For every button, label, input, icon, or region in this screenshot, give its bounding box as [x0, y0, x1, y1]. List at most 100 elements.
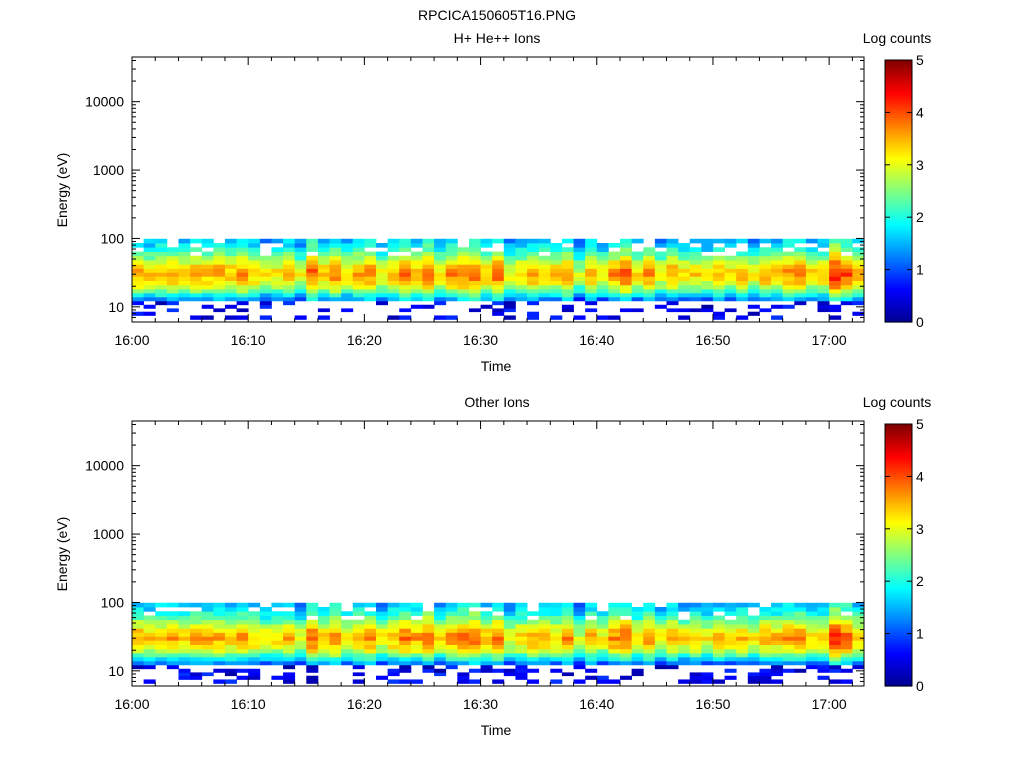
- heatmap-cell: [317, 315, 330, 320]
- heatmap-cell: [294, 640, 307, 645]
- heatmap-cell: [399, 272, 412, 277]
- heatmap-cell: [736, 656, 749, 662]
- heatmap-cell: [178, 289, 191, 294]
- heatmap-cell: [387, 660, 400, 666]
- heatmap-cell: [666, 276, 679, 281]
- heatmap-cell: [422, 664, 435, 670]
- heatmap-cell: [434, 602, 447, 608]
- heatmap-cell: [538, 264, 551, 269]
- colorbar-segment: [885, 86, 912, 89]
- heatmap-cell: [492, 238, 505, 244]
- heatmap-cell: [178, 628, 191, 633]
- colorbar-segment: [885, 164, 912, 168]
- heatmap-cell: [387, 615, 400, 621]
- heatmap-cell: [317, 242, 330, 248]
- heatmap-cell: [492, 644, 505, 650]
- heatmap-cell: [190, 289, 203, 294]
- colorbar-segment: [885, 644, 912, 648]
- colorbar-segment: [885, 182, 912, 186]
- heatmap-cell: [143, 606, 156, 612]
- colorbar-segment: [885, 561, 912, 565]
- heatmap-cell: [178, 264, 191, 269]
- heatmap-cell: [817, 606, 830, 612]
- heatmap-cell: [155, 640, 168, 645]
- colorbar-segment: [885, 258, 912, 262]
- heatmap-cell: [283, 611, 296, 616]
- heatmap-cell: [701, 264, 714, 269]
- heatmap-cell: [736, 264, 749, 269]
- heatmap-cell: [620, 644, 633, 650]
- heatmap-cell: [422, 292, 435, 298]
- heatmap-cell: [341, 268, 354, 273]
- colorbar-segment: [885, 145, 912, 148]
- colorbar-segment: [885, 570, 912, 574]
- heatmap-cell: [852, 602, 865, 608]
- heatmap-cell: [654, 304, 667, 309]
- heatmap-cell: [329, 611, 342, 616]
- heatmap-cell: [480, 624, 493, 629]
- colorbar-segment: [885, 221, 912, 225]
- heatmap-cell: [317, 644, 330, 650]
- heatmap-cell: [422, 247, 435, 252]
- heatmap-cell: [747, 255, 760, 261]
- heatmap-cell: [259, 284, 272, 290]
- heatmap-cell: [759, 640, 772, 645]
- heatmap-cell: [515, 644, 528, 650]
- colorbar-segment: [885, 239, 912, 242]
- heatmap-cell: [410, 679, 423, 684]
- heatmap-cell: [852, 255, 865, 261]
- heatmap-cell: [480, 632, 493, 637]
- colorbar-segment: [885, 557, 912, 560]
- heatmap-cell: [561, 602, 574, 608]
- heatmap-cell: [666, 284, 679, 290]
- heatmap-cell: [666, 611, 679, 616]
- heatmap-cell: [631, 624, 644, 629]
- heatmap-cell: [283, 247, 296, 252]
- heatmap-cell: [550, 640, 563, 645]
- heatmap-cell: [224, 304, 237, 309]
- heatmap-cell: [759, 268, 772, 273]
- heatmap-cell: [132, 636, 145, 641]
- heatmap-cell: [561, 308, 574, 313]
- heatmap-cell: [561, 292, 574, 298]
- heatmap-cell: [236, 644, 249, 650]
- heatmap-cell: [271, 653, 284, 658]
- heatmap-cell: [445, 636, 458, 641]
- heatmap-cell: [132, 268, 145, 273]
- colorbar-segment: [885, 520, 912, 523]
- heatmap-cell: [794, 668, 807, 673]
- heatmap-cell: [596, 675, 609, 680]
- heatmap-cell: [468, 644, 481, 650]
- heatmap-cell: [492, 668, 505, 673]
- heatmap-cell: [654, 260, 667, 265]
- colorbar-segment: [885, 129, 912, 133]
- heatmap-cell: [503, 304, 516, 309]
- heatmap-cell: [283, 660, 296, 666]
- heatmap-cell: [236, 300, 249, 306]
- heatmap-cell: [515, 284, 528, 290]
- heatmap-cell: [201, 619, 214, 625]
- heatmap-cell: [329, 640, 342, 645]
- heatmap-cell: [329, 268, 342, 273]
- heatmap-cell: [132, 284, 145, 290]
- heatmap-cell: [259, 619, 272, 625]
- colorbar-segment: [885, 180, 912, 183]
- heatmap-cell: [689, 648, 702, 654]
- heatmap-cell: [724, 619, 737, 625]
- colorbar-segment: [885, 600, 912, 604]
- colorbar-segment: [885, 592, 912, 595]
- heatmap-cell: [782, 615, 795, 621]
- heatmap-cell: [166, 276, 179, 281]
- heatmap-cell: [759, 619, 772, 625]
- heatmap-cell: [410, 632, 423, 637]
- colorbar-segment: [885, 546, 912, 550]
- heatmap-cell: [271, 636, 284, 641]
- heatmap-cell: [596, 251, 609, 257]
- heatmap-cell: [143, 624, 156, 629]
- heatmap-cell: [550, 247, 563, 252]
- colorbar-segment: [885, 158, 912, 162]
- colorbar-segment: [885, 572, 912, 576]
- heatmap-cell: [759, 296, 772, 302]
- heatmap-cell: [201, 636, 214, 641]
- heatmap-cell: [759, 660, 772, 666]
